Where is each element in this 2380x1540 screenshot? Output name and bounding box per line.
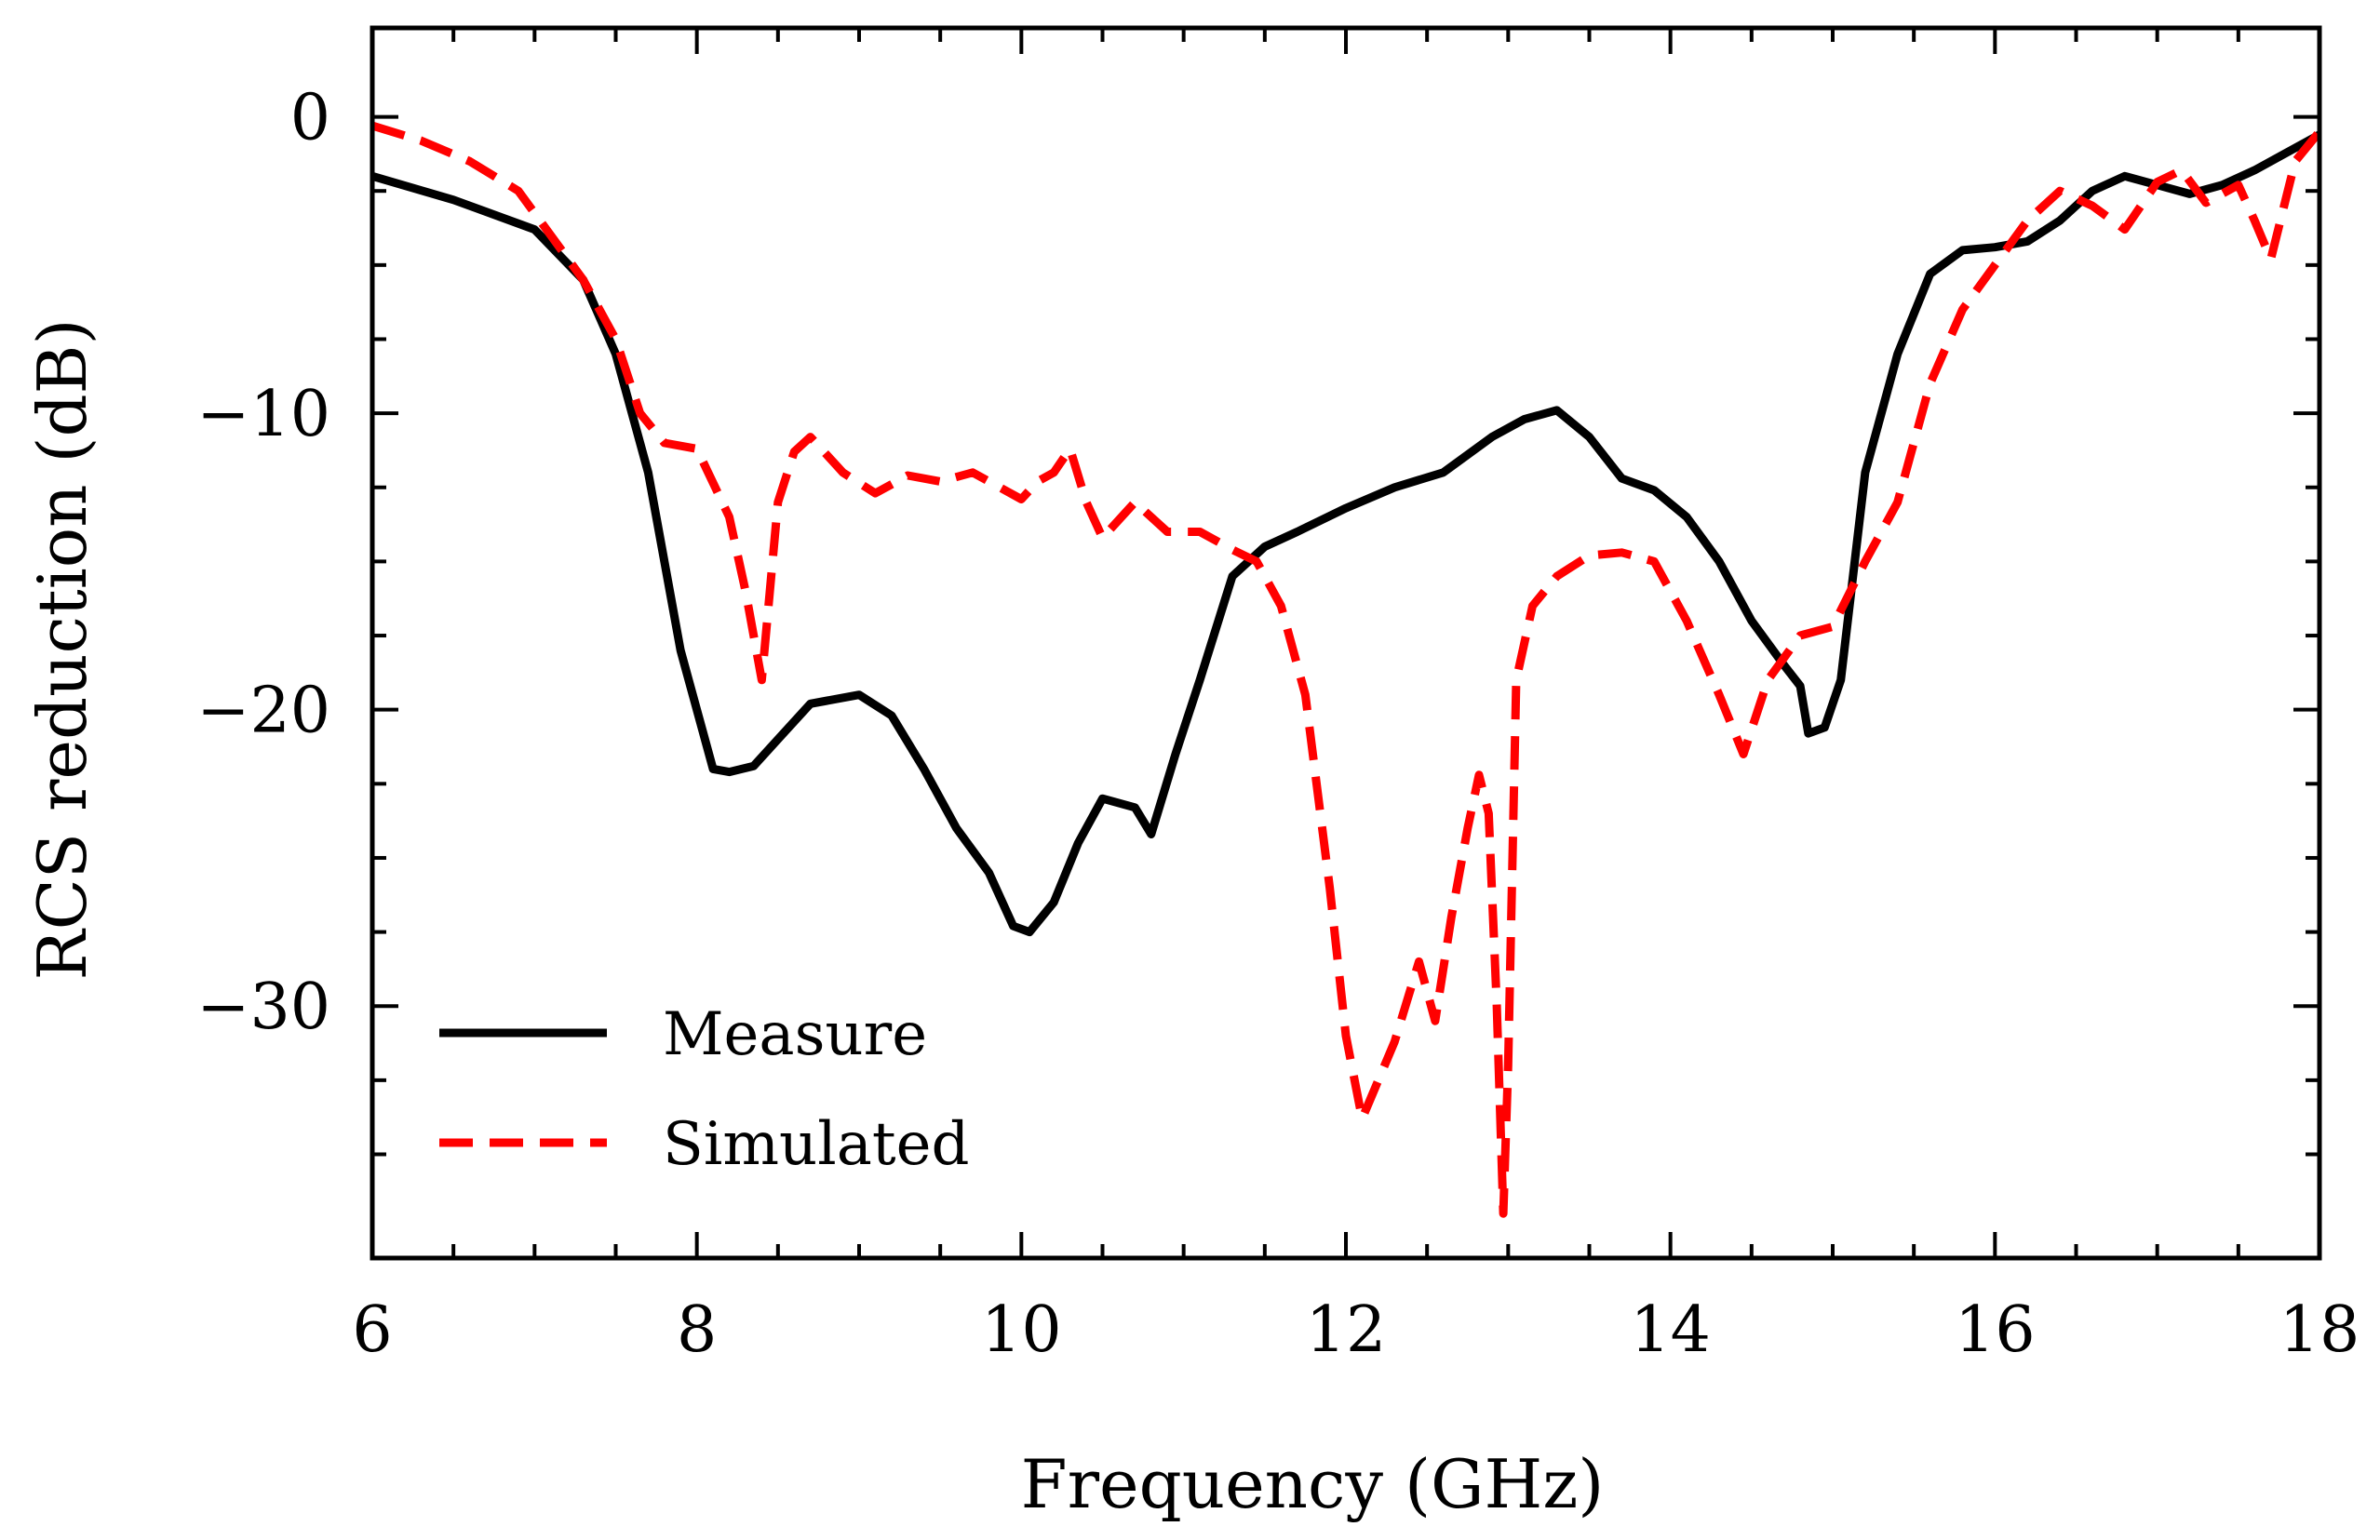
x-tick-label: 16 xyxy=(1955,1293,2036,1367)
x-axis-label: Frequency (GHz) xyxy=(1021,1445,1605,1523)
x-tick-label: 18 xyxy=(2279,1293,2360,1367)
series-line-simulated xyxy=(370,121,2323,1218)
x-tick-label: 8 xyxy=(677,1293,717,1367)
x-tick-label: 6 xyxy=(352,1293,392,1367)
y-tick-label: 0 xyxy=(290,82,330,155)
series-line-measure xyxy=(370,130,2322,937)
y-axis-label: RCS reduction (dB) xyxy=(23,318,101,980)
tick-labels: 6 8 10 12 14 16 18 0 −10 −20 −30 xyxy=(196,82,2360,1367)
legend-label-simulated: Simulated xyxy=(663,1110,969,1179)
x-tick-label: 10 xyxy=(981,1293,1062,1367)
axes-frame xyxy=(370,25,2322,1261)
x-tick-label: 14 xyxy=(1630,1293,1711,1367)
y-tick-label: −20 xyxy=(196,675,330,748)
legend: Measure Simulated xyxy=(439,1000,969,1179)
ticks xyxy=(370,28,2321,1258)
legend-label-measure: Measure xyxy=(663,1000,927,1069)
plot-area xyxy=(370,121,2323,1218)
x-tick-label: 12 xyxy=(1306,1293,1387,1367)
y-tick-label: −30 xyxy=(196,971,330,1044)
y-tick-label: −10 xyxy=(196,378,330,451)
plot-frame xyxy=(370,25,2322,1261)
